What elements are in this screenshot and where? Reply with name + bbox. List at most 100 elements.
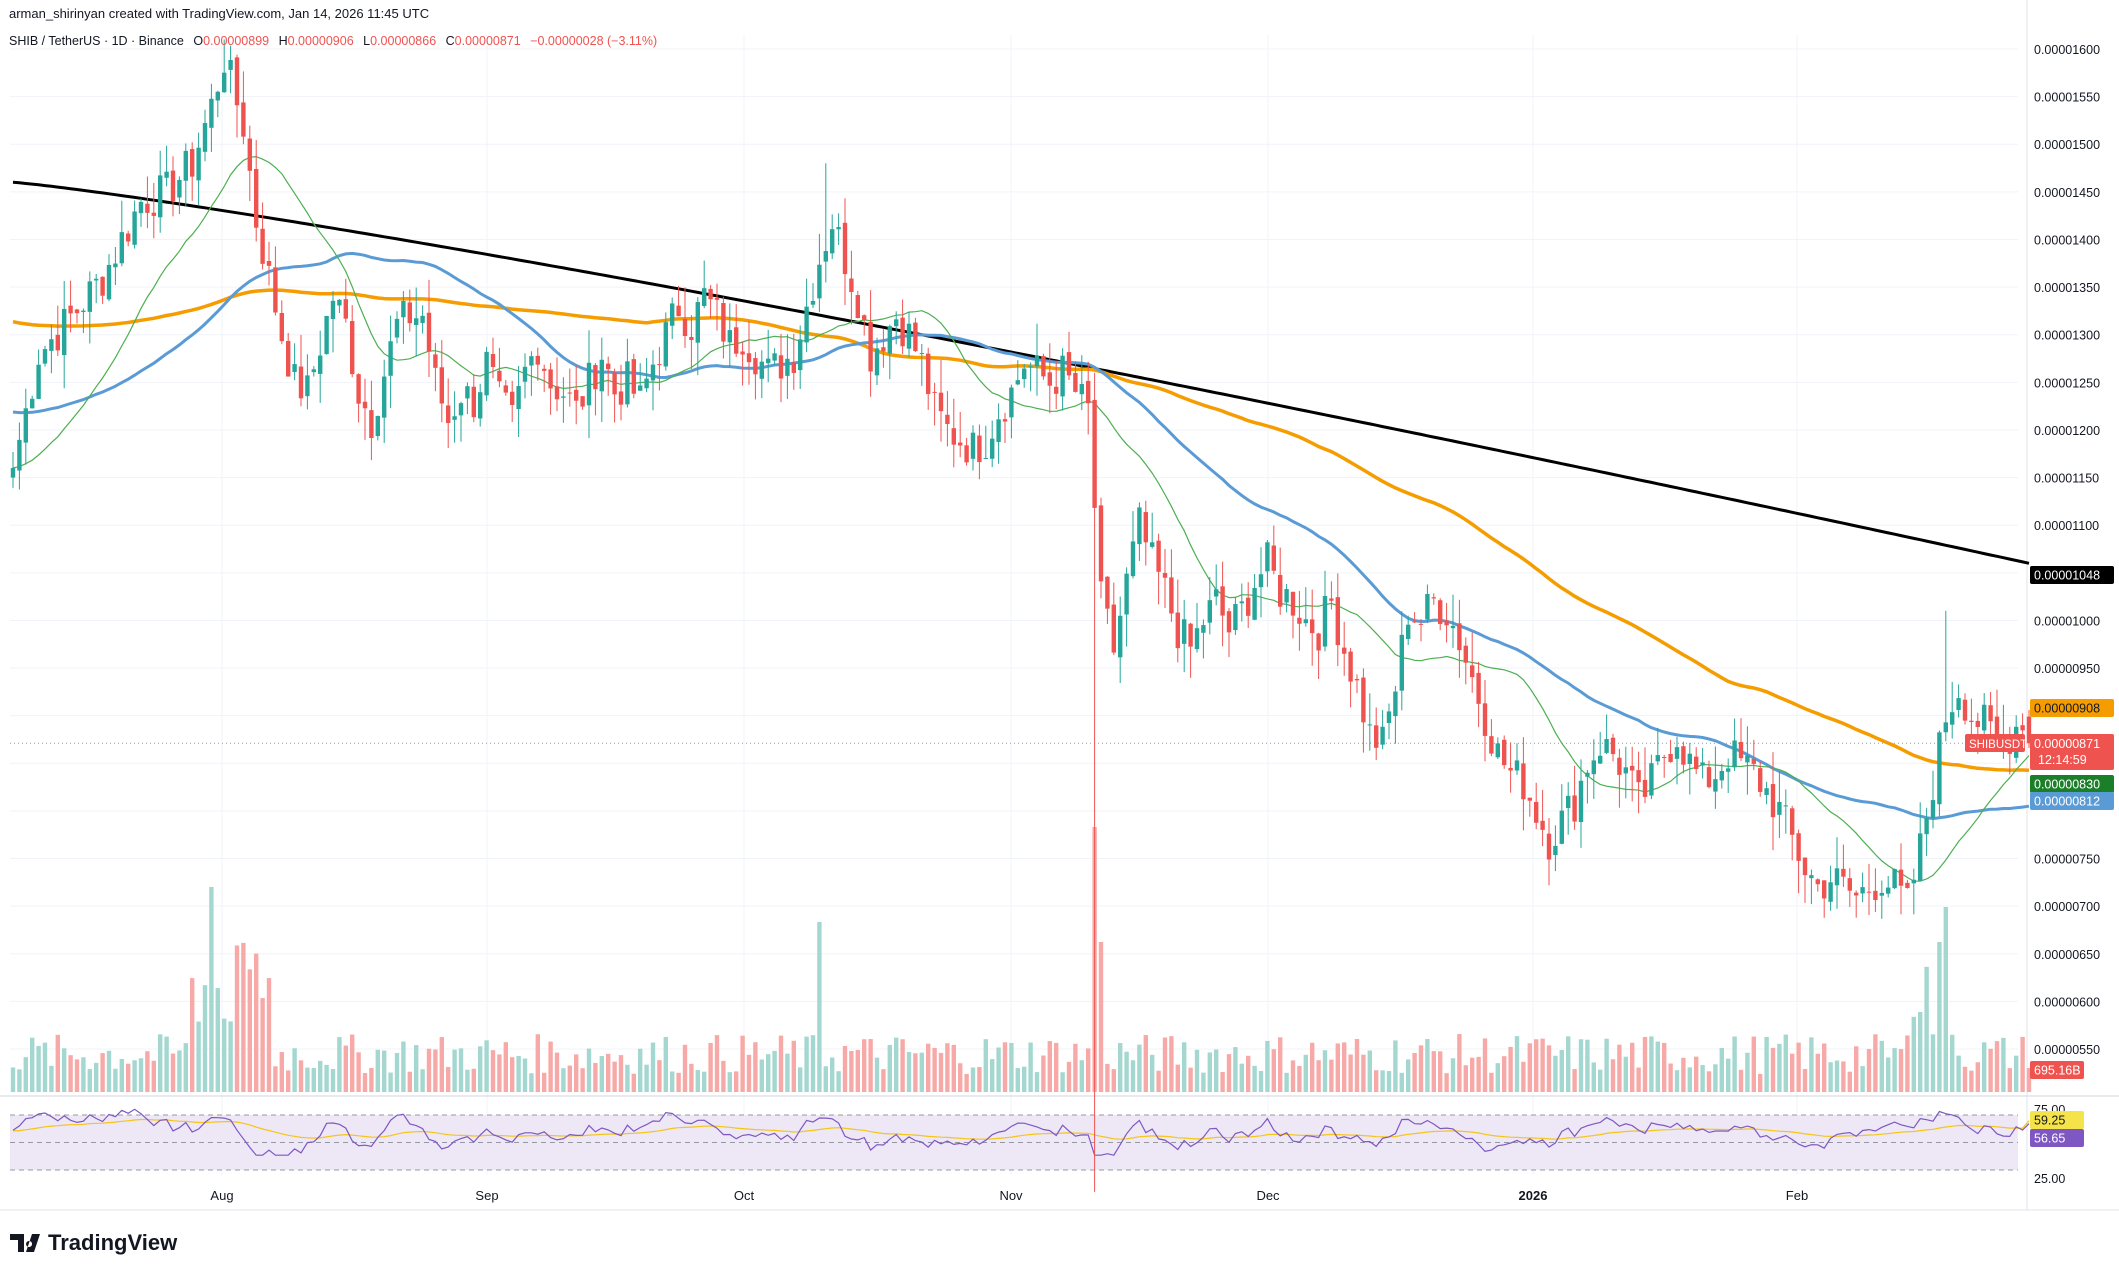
candle[interactable] — [695, 302, 700, 343]
candle[interactable] — [1828, 882, 1833, 902]
candle[interactable] — [1022, 368, 1027, 380]
candle[interactable] — [292, 364, 297, 372]
candle[interactable] — [1489, 736, 1494, 754]
candle[interactable] — [1636, 770, 1641, 783]
candle[interactable] — [842, 222, 848, 275]
candle[interactable] — [964, 445, 969, 463]
candle[interactable] — [1930, 800, 1936, 819]
candle[interactable] — [100, 276, 105, 296]
candle[interactable] — [286, 340, 291, 377]
candle[interactable] — [567, 392, 572, 394]
candle[interactable] — [74, 309, 80, 314]
candle[interactable] — [222, 72, 227, 93]
candle[interactable] — [330, 300, 336, 320]
candle[interactable] — [1540, 820, 1545, 830]
candle[interactable] — [1156, 540, 1161, 572]
candle[interactable] — [1585, 772, 1590, 777]
candle[interactable] — [1982, 704, 1987, 731]
candle[interactable] — [1303, 619, 1308, 624]
candle[interactable] — [1572, 795, 1577, 822]
candle[interactable] — [1969, 720, 1974, 723]
candle[interactable] — [1604, 739, 1609, 753]
candle[interactable] — [753, 358, 758, 375]
candle[interactable] — [215, 91, 220, 101]
candle[interactable] — [279, 312, 284, 342]
candle[interactable] — [113, 263, 118, 268]
candle[interactable] — [1169, 577, 1174, 614]
candle[interactable] — [1284, 589, 1289, 603]
candle[interactable] — [30, 398, 35, 409]
candle[interactable] — [1681, 746, 1686, 765]
candle[interactable] — [433, 354, 438, 368]
candle[interactable] — [350, 320, 355, 375]
candle[interactable] — [1073, 372, 1078, 392]
candle[interactable] — [1854, 892, 1859, 896]
candle[interactable] — [1956, 698, 1961, 711]
candle[interactable] — [1943, 722, 1948, 733]
candle[interactable] — [529, 356, 534, 366]
candle[interactable] — [1207, 600, 1212, 623]
candle[interactable] — [740, 351, 745, 355]
candle[interactable] — [420, 315, 425, 324]
candle[interactable] — [1847, 878, 1852, 891]
candle[interactable] — [1649, 763, 1654, 796]
candle[interactable] — [650, 364, 656, 381]
candle[interactable] — [1905, 882, 1910, 888]
candle[interactable] — [1495, 743, 1500, 758]
candle[interactable] — [241, 102, 246, 137]
candle[interactable] — [94, 278, 99, 281]
candle[interactable] — [727, 330, 732, 343]
candle[interactable] — [311, 369, 316, 373]
candle[interactable] — [1380, 726, 1385, 745]
candle[interactable] — [804, 306, 809, 343]
candle[interactable] — [1886, 887, 1891, 894]
candle[interactable] — [618, 391, 624, 405]
candle[interactable] — [1898, 869, 1904, 886]
candle[interactable] — [452, 416, 457, 420]
candle[interactable] — [542, 368, 547, 371]
candle[interactable] — [1706, 767, 1712, 788]
candle[interactable] — [1399, 634, 1404, 691]
candle[interactable] — [414, 318, 419, 325]
candle[interactable] — [2020, 725, 2025, 731]
candle[interactable] — [158, 175, 163, 218]
candle[interactable] — [1527, 797, 1532, 801]
candle[interactable] — [1009, 387, 1014, 418]
candle[interactable] — [1559, 810, 1564, 844]
candle[interactable] — [996, 419, 1001, 442]
candle[interactable] — [1534, 801, 1539, 823]
candle[interactable] — [426, 312, 432, 352]
candle[interactable] — [497, 370, 502, 382]
candle[interactable] — [574, 389, 579, 401]
candle[interactable] — [1354, 678, 1360, 681]
candle[interactable] — [535, 355, 540, 365]
candle[interactable] — [202, 123, 208, 152]
candle[interactable] — [631, 359, 636, 394]
candle[interactable] — [1265, 542, 1270, 572]
candle[interactable] — [785, 358, 790, 376]
candle[interactable] — [1412, 621, 1417, 623]
candle[interactable] — [830, 229, 835, 254]
candle[interactable] — [874, 348, 880, 376]
candle[interactable] — [1815, 879, 1820, 885]
candle[interactable] — [62, 308, 67, 356]
candle[interactable] — [234, 57, 240, 106]
candle[interactable] — [817, 264, 822, 299]
candle[interactable] — [1092, 399, 1097, 508]
candle[interactable] — [170, 170, 176, 201]
candle[interactable] — [1252, 587, 1257, 620]
candle[interactable] — [1482, 703, 1488, 736]
candle[interactable] — [1182, 619, 1187, 644]
candle[interactable] — [682, 318, 688, 337]
candle[interactable] — [548, 369, 553, 389]
candle[interactable] — [1060, 355, 1065, 397]
candle[interactable] — [1162, 573, 1168, 578]
candle[interactable] — [337, 299, 342, 306]
candle[interactable] — [862, 315, 867, 320]
candle[interactable] — [1918, 833, 1923, 881]
candle[interactable] — [1278, 574, 1283, 607]
candle[interactable] — [1438, 600, 1443, 624]
candle[interactable] — [183, 150, 188, 181]
candle[interactable] — [721, 302, 726, 342]
